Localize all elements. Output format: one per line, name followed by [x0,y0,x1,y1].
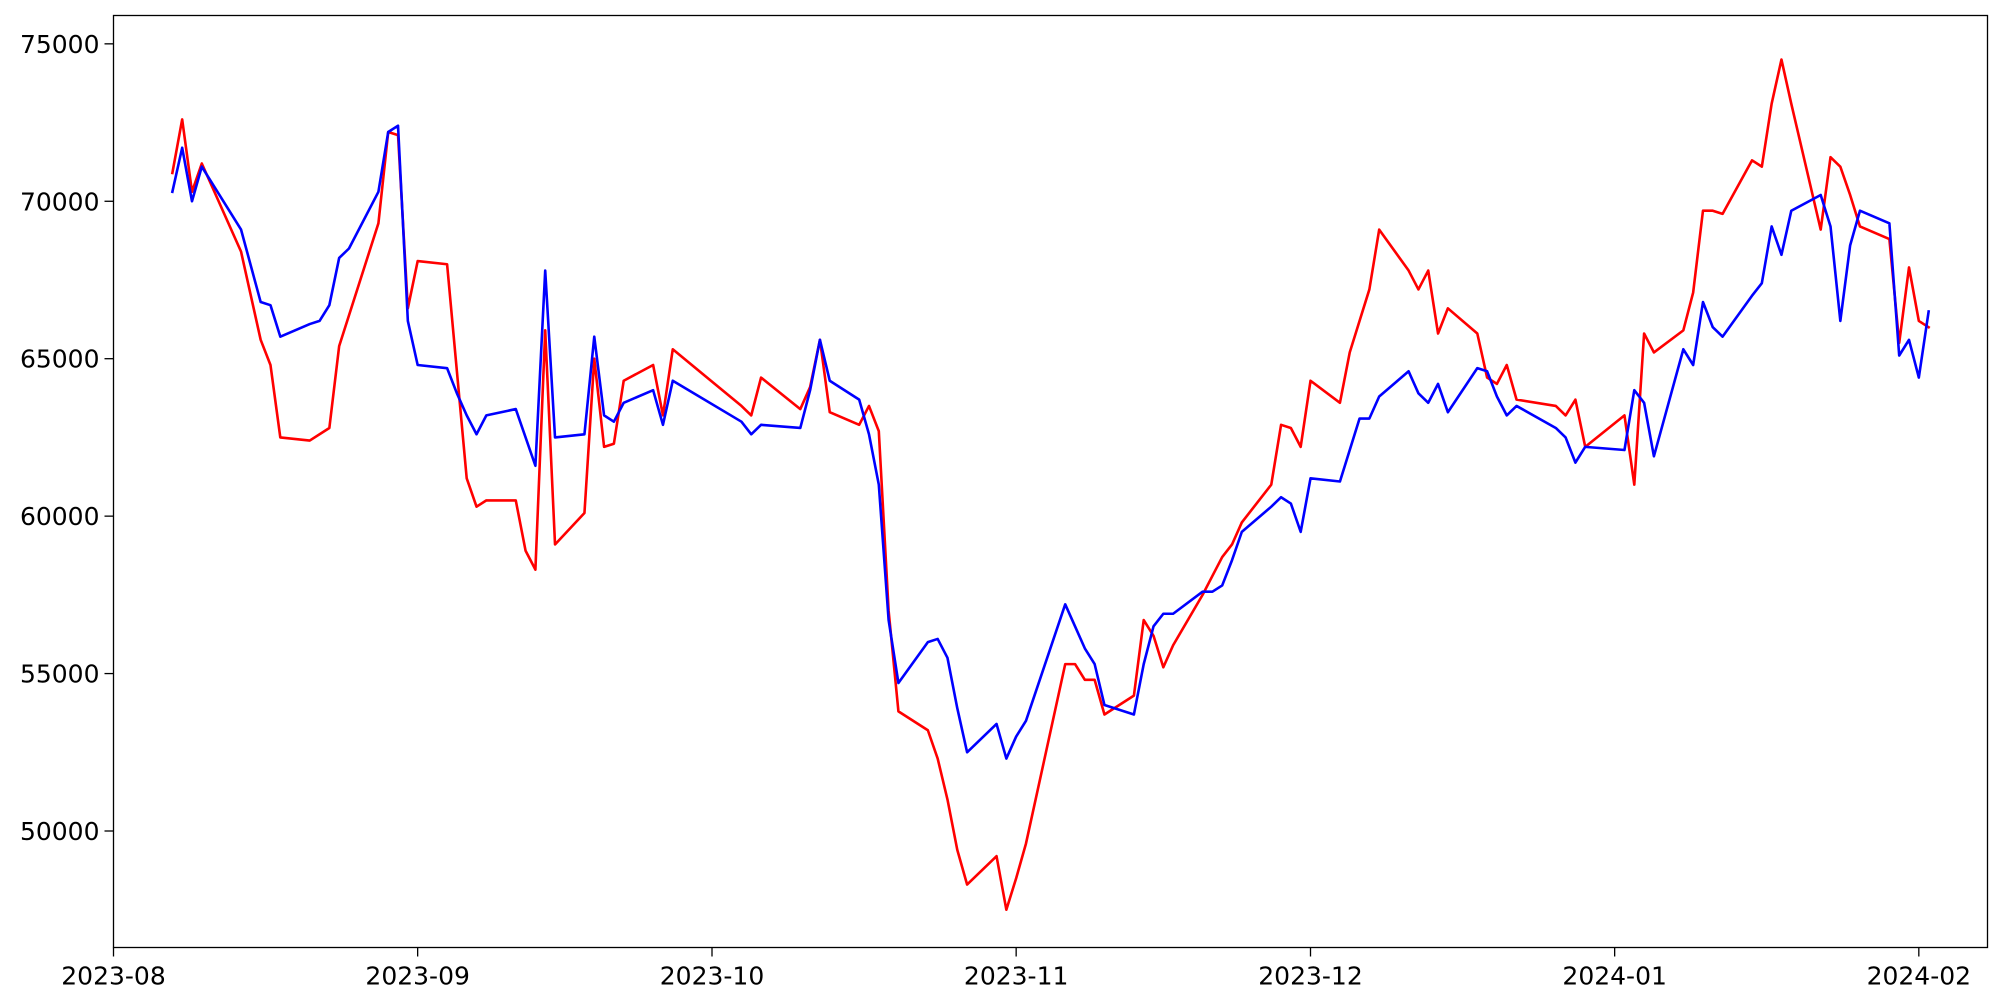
x-tick-label: 2024-02 [1867,962,1971,991]
y-tick-label: 75000 [20,30,100,59]
series-points-2 [172,125,1929,759]
series-points-1 [172,59,1929,910]
y-tick-label: 65000 [20,345,100,374]
y-tick-label: 70000 [20,187,100,216]
x-tick-label: 2023-10 [660,962,764,991]
y-tick-label: 60000 [20,502,100,531]
y-tick-label: 50000 [20,817,100,846]
series-layer [170,58,1931,912]
y-tick-label: 55000 [20,660,100,689]
series-line-1 [170,58,1931,912]
y-axis: 50000 55000 60000 65000 70000 75000 [20,30,114,846]
plot-frame [112,14,1989,949]
x-tick-label: 2024-01 [1562,962,1666,991]
x-tick-label: 2023-09 [365,962,469,991]
x-axis: 2023-08 2023-09 2023-10 2023-11 2023-12 2024-… [61,947,1971,991]
x-tick-label: 2023-12 [1258,962,1362,991]
x-tick-label: 2023-08 [61,962,165,991]
series-line-2 [170,124,1931,760]
x-tick-label: 2023-11 [964,962,1068,991]
